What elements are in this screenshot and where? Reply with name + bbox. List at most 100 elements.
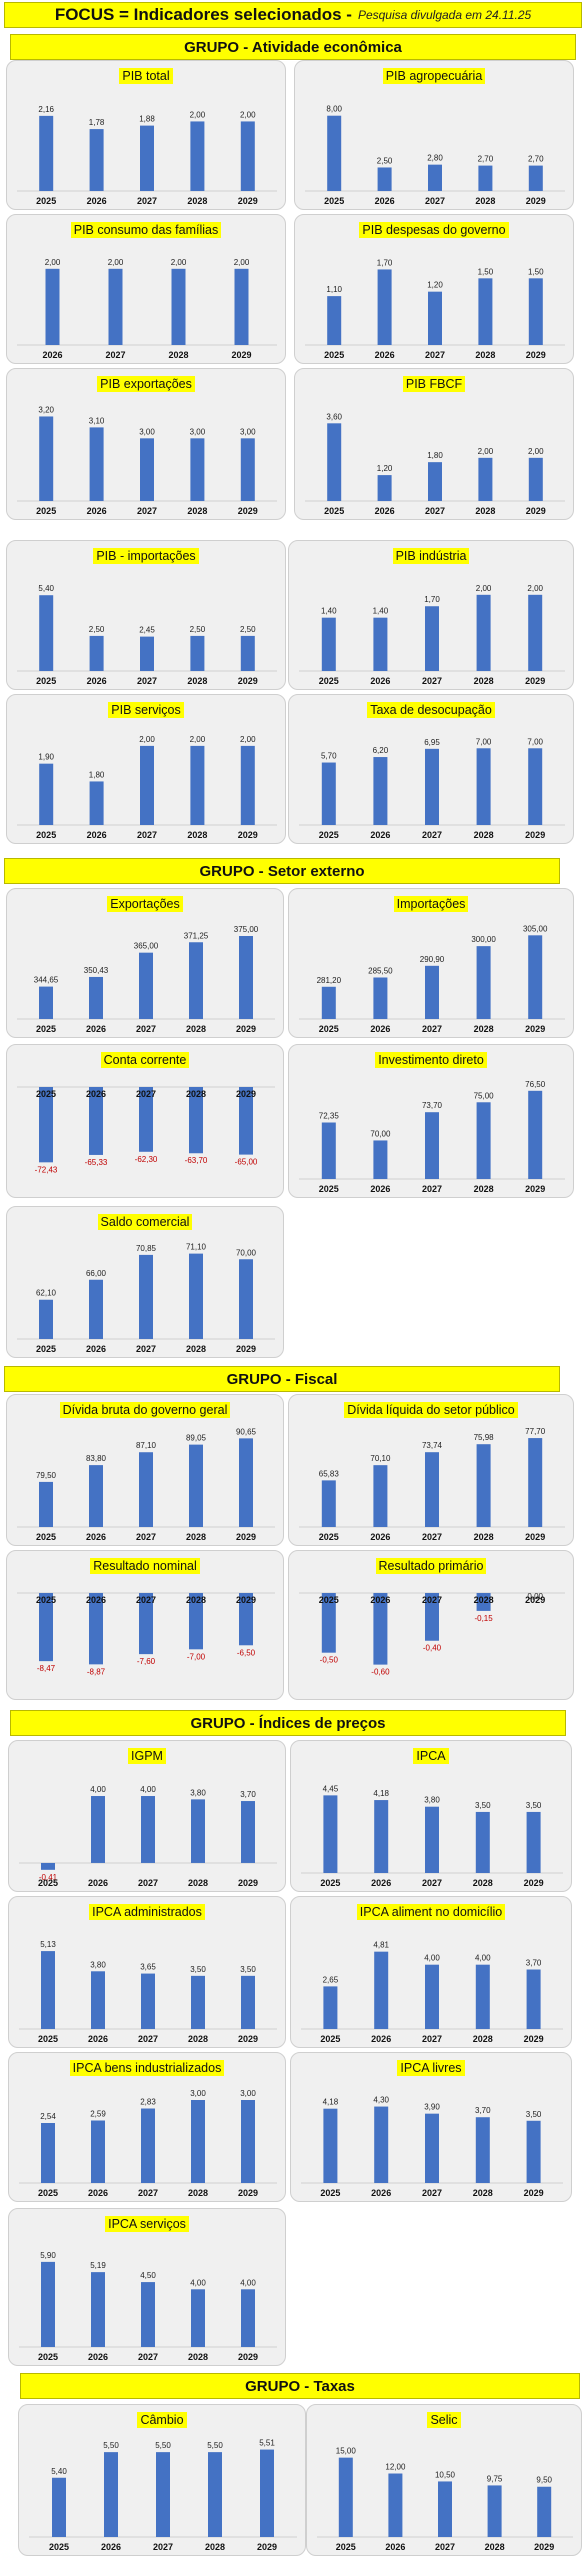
chart-bar	[373, 757, 388, 825]
chart-bar	[428, 164, 442, 191]
chart-category-label: 2025	[320, 2034, 340, 2044]
chart-category-label: 2025	[324, 350, 344, 360]
chart-bar	[89, 635, 104, 671]
chart-plot-pib_ind: 1,40 2025 1,40 2026 1,70 2027 2,00 2028 2,00 2029	[299, 584, 565, 686]
chart-bar	[139, 1593, 153, 1655]
chart-value-label: 6,20	[373, 746, 389, 755]
chart-category-label: 2029	[526, 506, 546, 516]
chart-bar	[39, 763, 54, 825]
chart-bar	[373, 1593, 388, 1665]
chart-bar	[438, 2481, 452, 2537]
chart-category-label: 2025	[320, 2188, 340, 2198]
chart-value-label: -7,00	[187, 1652, 206, 1661]
chart-plot-pib_gov: 1,10 2025 1,70 2026 1,20 2027 1,50 2028 1,50 2029	[305, 258, 565, 360]
chart-category-label: 2029	[238, 196, 258, 206]
chart-value-label: 3,00	[190, 427, 206, 436]
chart-value-label: 2,00	[171, 258, 187, 267]
chart-bar	[377, 475, 392, 501]
chart-card-divida_bruta: Dívida bruta do governo geral 79,50 2025 83…	[6, 1394, 284, 1546]
chart-category-label: 2027	[153, 2542, 173, 2552]
chart-bar	[191, 1799, 205, 1863]
chart-bar	[41, 1862, 55, 1870]
chart-value-label: 5,51	[259, 2439, 275, 2448]
chart-bar	[478, 278, 493, 345]
chart-value-label: 10,50	[435, 2470, 456, 2479]
chart-category-label: 2029	[525, 676, 545, 686]
chart-category-label: 2026	[370, 1024, 390, 1034]
chart-bar	[260, 2449, 274, 2537]
chart-category-label: 2027	[138, 2188, 158, 2198]
chart-bar	[41, 2261, 55, 2347]
chart-value-label: 300,00	[471, 935, 496, 944]
chart-bar	[89, 1087, 103, 1155]
chart-title: Resultado primário	[375, 1558, 487, 1574]
chart-category-label: 2028	[187, 676, 207, 686]
chart-bar	[388, 2473, 403, 2537]
chart-bar	[239, 1593, 253, 1646]
chart-bar	[425, 1964, 439, 2029]
group-header-activity: GRUPO - Atividade econômica	[10, 34, 576, 60]
chart-value-label: 1,20	[377, 464, 393, 473]
chart-title: Dívida bruta do governo geral	[59, 1402, 231, 1418]
chart-bar	[41, 1951, 55, 2029]
chart-bar	[39, 1593, 53, 1662]
chart-value-label: 4,18	[373, 1789, 389, 1798]
chart-value-label: 3,80	[190, 1788, 206, 1797]
chart-bar	[39, 1481, 53, 1527]
chart-value-label: 3,70	[526, 1959, 542, 1968]
chart-bar	[140, 125, 154, 191]
chart-value-label: 5,50	[103, 2441, 119, 2450]
chart-category-label: 2028	[186, 1595, 206, 1605]
chart-value-label: 2,00	[190, 735, 206, 744]
chart-card-divida_liquida: Dívida líquida do setor público 65,83 2025…	[288, 1394, 574, 1546]
chart-plot-saldo: 62,10 2025 66,00 2026 70,85 2027 71,10 2028 70,0…	[17, 1243, 275, 1354]
chart-value-label: 3,20	[38, 405, 54, 414]
chart-value-label: 3,10	[89, 416, 105, 425]
chart-bar	[141, 2282, 155, 2347]
chart-bar	[89, 129, 104, 191]
chart-bar	[239, 1087, 253, 1155]
chart-category-label: 2025	[319, 1184, 339, 1194]
chart-category-label: 2027	[137, 196, 157, 206]
chart-bar	[189, 1593, 203, 1650]
chart-value-label: 1,20	[427, 281, 443, 290]
chart-bar	[39, 115, 54, 191]
chart-bar	[323, 1986, 338, 2029]
chart-value-label: 65,83	[319, 1469, 340, 1478]
chart-bar	[478, 165, 493, 191]
chart-category-label: 2027	[422, 2034, 442, 2044]
chart-value-label: 2,00	[45, 258, 61, 267]
chart-value-label: 2,00	[240, 735, 256, 744]
chart-value-label: 3,80	[424, 1796, 440, 1805]
chart-category-label: 2026	[370, 676, 390, 686]
chart-bar	[191, 1975, 205, 2029]
chart-card-pib_imp: PIB - importações 5,40 2025 2,50 2026 2,45 202…	[6, 540, 286, 690]
chart-value-label: 77,70	[525, 1427, 546, 1436]
chart-bar	[156, 2452, 170, 2537]
chart-category-label: 2027	[137, 830, 157, 840]
chart-category-label: 2027	[422, 830, 442, 840]
chart-category-label: 2028	[475, 196, 495, 206]
chart-value-label: 1,80	[427, 451, 443, 460]
chart-bar	[321, 1593, 336, 1653]
chart-category-label: 2025	[324, 506, 344, 516]
chart-category-label: 2029	[231, 350, 251, 360]
chart-card-ipca_livres: IPCA livres 4,18 2025 4,30 2026 3,90 2027 3,70 2…	[290, 2052, 572, 2202]
chart-value-label: 4,00	[90, 1785, 106, 1794]
chart-value-label: 344,65	[34, 976, 59, 985]
chart-value-label: 76,50	[525, 1080, 546, 1089]
chart-bar	[240, 438, 255, 501]
chart-plot-pib_total: 2,16 2025 1,78 2026 1,88 2027 2,00 2028 2,00 2029	[17, 105, 277, 206]
chart-value-label: 1,90	[38, 753, 54, 762]
chart-bar	[139, 1452, 153, 1527]
chart-category-label: 2025	[320, 1878, 340, 1888]
chart-category-label: 2026	[86, 1532, 106, 1542]
chart-value-label: 83,80	[86, 1454, 107, 1463]
chart-bar	[141, 2108, 155, 2183]
chart-value-label: 89,05	[186, 1434, 207, 1443]
chart-bar	[323, 1795, 338, 1873]
chart-category-label: 2026	[86, 1089, 106, 1099]
chart-category-label: 2028	[474, 830, 494, 840]
chart-category-label: 2025	[38, 2352, 58, 2362]
chart-category-label: 2025	[36, 676, 56, 686]
